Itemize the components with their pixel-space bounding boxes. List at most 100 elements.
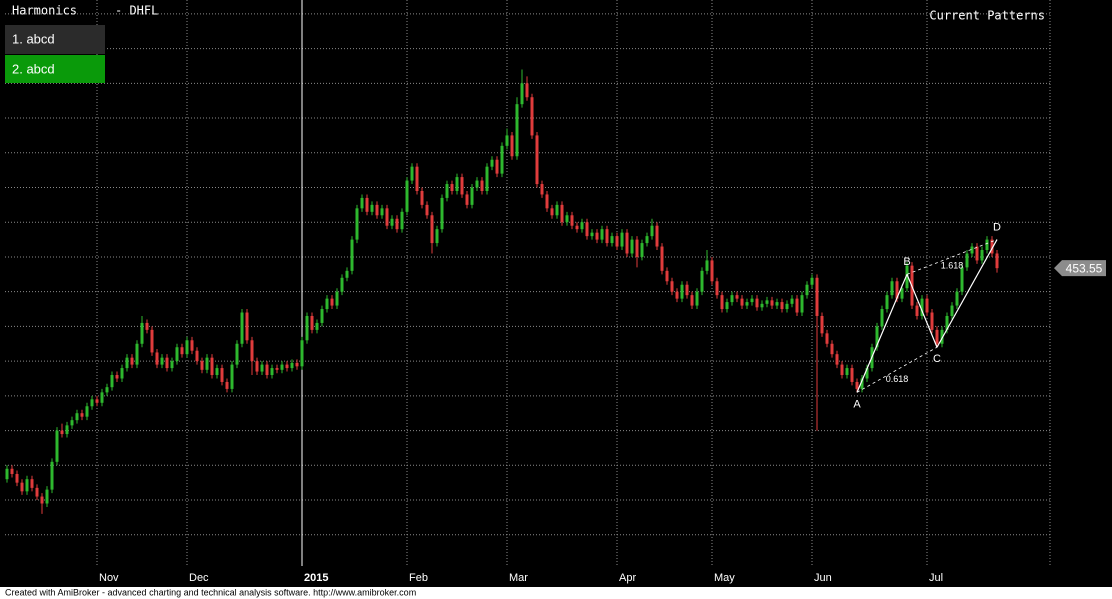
- candle-body: [535, 135, 539, 185]
- candle-body: [270, 368, 274, 376]
- candle-body: [130, 357, 134, 365]
- candle-body: [450, 184, 454, 191]
- menu-item-bg[interactable]: [5, 25, 105, 54]
- candle-body: [855, 381, 859, 389]
- chart-subtitle: - DHFL: [115, 4, 158, 18]
- candle-body: [805, 284, 809, 296]
- candle-body: [375, 204, 379, 216]
- candle-body: [975, 246, 979, 261]
- candle-body: [370, 204, 374, 212]
- candle-body: [775, 302, 779, 306]
- candle-body: [285, 364, 289, 369]
- menu-item-bg[interactable]: [5, 55, 105, 83]
- x-tick-label: Feb: [409, 572, 428, 584]
- candle-body: [615, 236, 619, 247]
- candle-body: [125, 357, 129, 369]
- candle-body: [35, 487, 39, 497]
- candle-body: [740, 298, 744, 306]
- candle-body: [655, 225, 659, 247]
- candle-body: [630, 239, 634, 254]
- candle-body: [795, 298, 799, 313]
- menu-item[interactable]: 1. abcd: [12, 31, 55, 46]
- candle-body: [505, 135, 509, 146]
- candle-body: [860, 378, 864, 389]
- candle-body: [970, 246, 974, 254]
- candle-body: [475, 180, 479, 188]
- candle-body: [620, 232, 624, 247]
- candle-body: [845, 368, 849, 376]
- candle-body: [555, 204, 559, 216]
- candle-body: [745, 302, 749, 306]
- candle-body: [265, 364, 269, 376]
- candle-body: [560, 204, 564, 223]
- candle-body: [885, 295, 889, 310]
- candle-body: [405, 180, 409, 212]
- candle-body: [990, 239, 994, 254]
- candle-body: [40, 496, 44, 504]
- candle-body: [815, 277, 819, 316]
- candle-body: [185, 340, 189, 355]
- x-tick-label: Jul: [929, 572, 943, 584]
- candle-body: [410, 166, 414, 181]
- candle-body: [760, 303, 764, 308]
- candle-body: [10, 468, 14, 474]
- candle-body: [165, 357, 169, 369]
- candle-body: [120, 368, 124, 379]
- candle-body: [570, 215, 574, 226]
- candle-body: [550, 208, 554, 216]
- candle-body: [210, 357, 214, 376]
- candle-body: [835, 354, 839, 365]
- candle-body: [580, 222, 584, 230]
- x-tick-label: Dec: [189, 572, 209, 584]
- pattern-point-label: B: [903, 256, 910, 268]
- x-tick-label: Jun: [814, 572, 832, 584]
- candle-body: [25, 479, 29, 492]
- candle-body: [395, 218, 399, 230]
- candle-body: [160, 357, 164, 365]
- candle-body: [565, 215, 569, 223]
- candle-body: [585, 222, 589, 237]
- candle-body: [680, 284, 684, 299]
- candle-body: [930, 312, 934, 330]
- pattern-point-label: D: [993, 222, 1001, 234]
- candle-body: [830, 343, 834, 355]
- candle-body: [110, 375, 114, 388]
- price-tag: [1054, 260, 1106, 277]
- candle-body: [785, 303, 789, 310]
- candle-body: [100, 392, 104, 403]
- candle-body: [715, 281, 719, 296]
- candle-body: [70, 420, 74, 426]
- menu-item[interactable]: 2. abcd: [12, 61, 55, 76]
- candle-body: [205, 357, 209, 370]
- candle-body: [515, 104, 519, 157]
- candle-body: [380, 208, 384, 216]
- candle-body: [725, 302, 729, 310]
- candle-body: [875, 326, 879, 348]
- candle-body: [325, 298, 329, 310]
- candle-body: [890, 281, 894, 296]
- candle-body: [215, 368, 219, 376]
- chart-background: [0, 0, 1112, 587]
- candle-body: [705, 260, 709, 271]
- candle-body: [115, 375, 119, 379]
- candle-body: [85, 406, 89, 417]
- candle-body: [595, 232, 599, 240]
- candle-body: [710, 260, 714, 282]
- pattern-leg: [936, 239, 998, 348]
- candle-body: [755, 298, 759, 308]
- candle-body: [765, 300, 769, 304]
- candle-body: [45, 489, 49, 504]
- candle-body: [980, 250, 984, 261]
- candle-body: [30, 479, 34, 488]
- candle-body: [735, 295, 739, 299]
- candle-body: [75, 413, 79, 421]
- candle-body: [455, 177, 459, 191]
- candle-body: [135, 343, 139, 365]
- candle-body: [170, 361, 174, 369]
- candle-body: [895, 281, 899, 299]
- candle-body: [415, 166, 419, 191]
- candle-body: [220, 368, 224, 382]
- pattern-guide: [906, 239, 998, 275]
- candle-body: [545, 194, 549, 209]
- candle-body: [510, 135, 514, 157]
